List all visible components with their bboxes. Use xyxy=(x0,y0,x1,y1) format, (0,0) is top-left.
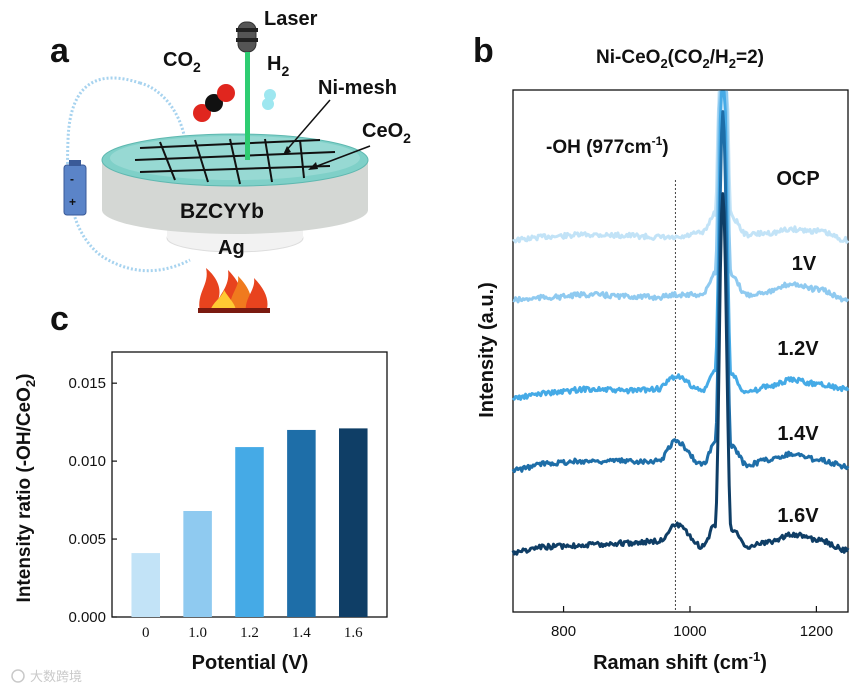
battery-minus: - xyxy=(70,172,74,186)
spectrum-line-4 xyxy=(511,192,850,556)
ni-mesh xyxy=(134,138,336,185)
series-label: 1.2V xyxy=(777,338,819,360)
ni-mesh-label: Ni-mesh xyxy=(318,77,397,99)
oh-peak-label: -OH (977cm-1) xyxy=(546,134,669,158)
panel-c-letter: c xyxy=(50,300,69,338)
panel-a-letter: a xyxy=(50,32,70,70)
laser-label: Laser xyxy=(264,8,318,30)
y-tick-label: 0.015 xyxy=(68,375,106,392)
co2-label: CO2 xyxy=(163,49,201,75)
ceo2-pointer xyxy=(311,145,371,169)
y-tick-label: 0.000 xyxy=(68,609,106,626)
laser-icon xyxy=(236,21,258,53)
bzcyyb-label: BZCYYb xyxy=(180,200,264,223)
wire xyxy=(66,76,191,273)
x-tick-label: 1.2 xyxy=(240,625,259,641)
spectra-xlabel: Raman shift (cm-1) xyxy=(593,649,767,674)
bar-chart: 0.000 0.005 0.010 0.015 0 1.0 1.2 1.4 1.6 xyxy=(68,351,388,641)
flame-icon xyxy=(198,268,270,313)
wire-top xyxy=(139,81,187,141)
y-tick-label: 0.010 xyxy=(68,453,106,470)
x-tick-label: 1000 xyxy=(673,623,706,640)
battery-icon: - + xyxy=(63,160,87,216)
laser-beam xyxy=(245,52,250,160)
spectrum-line-2 xyxy=(511,90,850,401)
bar-4 xyxy=(339,428,368,617)
bar-2 xyxy=(235,447,264,617)
x-tick-label: 1.6 xyxy=(344,625,363,641)
x-tick-label: 800 xyxy=(551,623,576,640)
bar-chart-ylabel: Intensity ratio (-OH/CeO2) xyxy=(14,374,38,603)
ceo2-label: CeO2 xyxy=(362,120,411,146)
ceo2-arrow xyxy=(308,162,318,170)
bar-chart-xlabel: Potential (V) xyxy=(192,652,309,674)
spectrum-line-1 xyxy=(512,90,850,304)
bar-0 xyxy=(131,553,160,617)
watermark-text: 大数跨境 xyxy=(30,670,82,685)
panel-a: a - + Ag BZCYYb xyxy=(50,8,411,313)
co2-molecule-icon xyxy=(193,84,235,122)
series-label: OCP xyxy=(776,168,819,190)
spectra-title: Ni-CeO2(CO2/H2=2) xyxy=(596,47,764,71)
spectrum-line-0 xyxy=(512,90,850,244)
h2-molecule-icon xyxy=(262,89,276,110)
ni-mesh-pointer xyxy=(284,99,331,153)
spectra-chart: OCP 1V 1.2V 1.4V 1.6V 800 1000 1200 xyxy=(511,89,850,640)
series-label: 1.6V xyxy=(777,505,819,527)
panel-c: c 0.000 0.005 0.010 0.015 0 1.0 1.2 1.4 1.6 Pot… xyxy=(14,300,388,674)
y-tick-label: 0.005 xyxy=(68,531,106,548)
spectra-frame xyxy=(512,89,849,613)
panel-b: b Ni-CeO2(CO2/H2=2) OCP 1V 1.2V 1.4V 1.6V 80… xyxy=(473,32,850,674)
series-label: 1V xyxy=(792,253,817,275)
bar-3 xyxy=(287,429,316,617)
x-tick-label: 1.4 xyxy=(292,625,311,641)
watermark: 大数跨境 xyxy=(11,669,82,685)
series-label: 1.4V xyxy=(777,423,819,445)
spectra-ylabel: Intensity (a.u.) xyxy=(476,282,498,418)
x-tick-label: 1.0 xyxy=(188,625,207,641)
h2-label: H2 xyxy=(267,53,289,79)
x-tick-label: 0 xyxy=(142,625,150,641)
watermark-logo-icon xyxy=(11,669,25,683)
battery-plus: + xyxy=(69,195,76,209)
panel-b-letter: b xyxy=(473,32,494,70)
bar-1 xyxy=(183,511,212,617)
ag-label: Ag xyxy=(218,237,245,259)
x-tick-label: 1200 xyxy=(800,623,833,640)
ni-mesh-arrow xyxy=(283,146,291,155)
spectrum-line-3 xyxy=(511,110,850,474)
